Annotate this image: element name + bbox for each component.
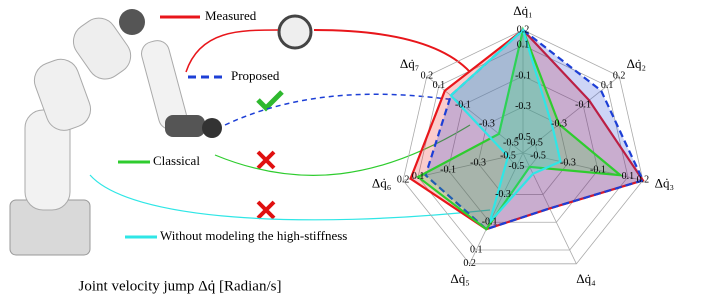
r-tick-label: -0.5 (530, 151, 546, 162)
axis-label: Δq̇₁ (513, 3, 532, 18)
r-tick-label: 0.2 (463, 258, 476, 269)
r-tick-label: -0.5 (508, 161, 524, 172)
axis-label: Δq̇₄ (576, 271, 596, 286)
axis-label: Δq̇₅ (450, 271, 469, 286)
legend-label: Proposed (231, 68, 280, 83)
figure: Joint velocity jump Δq̇ [Radian/s] Δq̇₁ Δ… (0, 0, 702, 303)
sensor-icon (279, 16, 311, 48)
r-tick-label: 0.2 (517, 24, 530, 35)
axis-label: Δq̇₇ (400, 56, 419, 71)
cross-mark (258, 152, 274, 218)
r-tick-label: 0.1 (412, 171, 425, 182)
r-tick-label: 0.1 (601, 80, 614, 91)
r-tick-label: 0.2 (421, 71, 434, 82)
r-tick-label: 0.1 (622, 171, 635, 182)
arrow (314, 30, 470, 72)
legend-label: Without modeling the high-stiffness (160, 228, 347, 243)
r-tick-label: -0.5 (500, 151, 516, 162)
r-tick-label: -0.3 (479, 119, 495, 130)
r-tick-label: 0.2 (613, 71, 626, 82)
axis-label: Δq̇₂ (627, 56, 646, 71)
legend-label: Classical (153, 153, 200, 168)
r-tick-label: -0.3 (470, 158, 486, 169)
r-tick-label: -0.5 (503, 138, 519, 149)
r-tick-label: -0.1 (455, 99, 471, 110)
robot-illustration (10, 9, 222, 255)
r-tick-label: 0.2 (637, 175, 650, 186)
r-tick-label: -0.1 (482, 217, 498, 228)
r-tick-label: -0.5 (527, 138, 543, 149)
r-tick-label: -0.3 (551, 119, 567, 130)
r-tick-label: -0.1 (590, 164, 606, 175)
r-tick-label: -0.1 (440, 164, 456, 175)
axis-label: Δq̇₆ (372, 175, 391, 190)
r-tick-label: -0.1 (515, 70, 531, 81)
r-tick-label: 0.1 (470, 244, 483, 255)
legend-label: Measured (205, 8, 257, 23)
r-tick-label: 0.2 (397, 175, 410, 186)
r-tick-label: 0.1 (433, 80, 446, 91)
r-tick-label: -0.3 (560, 158, 576, 169)
chart-title: Joint velocity jump Δq̇ [Radian/s] (79, 278, 282, 294)
r-tick-label: -0.3 (515, 101, 531, 112)
arrow (186, 30, 278, 72)
r-tick-label: -0.3 (495, 189, 511, 200)
axis-label: Δq̇₃ (655, 175, 674, 190)
r-tick-label: -0.1 (575, 99, 591, 110)
r-tick-label: 0.1 (517, 40, 530, 51)
